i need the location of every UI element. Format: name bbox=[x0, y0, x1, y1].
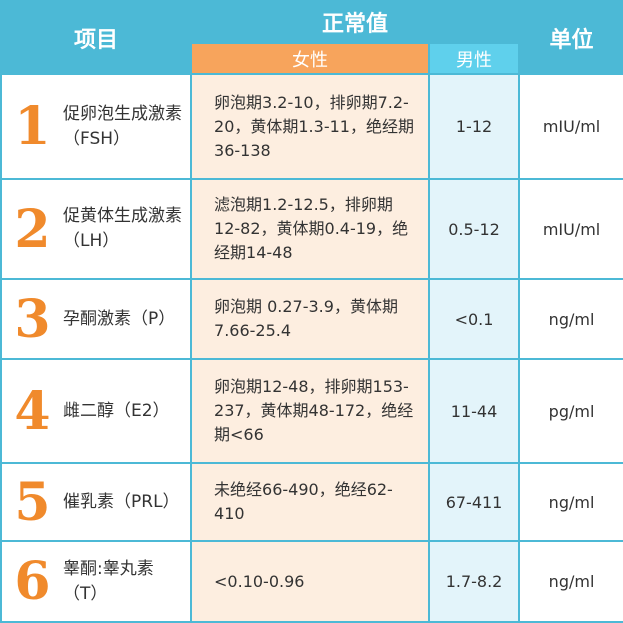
row-number: 3 bbox=[0, 278, 63, 360]
unit: mIU/ml bbox=[518, 178, 623, 280]
hormone-name: 促黄体生成激素（LH） bbox=[63, 178, 193, 280]
table-row: 6 睾酮:睾丸素（T） <0.10-0.96 1.7-8.2 ng/ml bbox=[0, 540, 623, 623]
hormone-name: 雌二醇（E2） bbox=[63, 358, 193, 464]
row-number: 5 bbox=[0, 462, 63, 542]
female-range: <0.10-0.96 bbox=[190, 540, 431, 623]
row-number: 4 bbox=[0, 358, 63, 464]
header-male: 男性 bbox=[428, 42, 521, 75]
table-row: 4 雌二醇（E2） 卵泡期12-48，排卵期153-237，黄体期48-172，绝经… bbox=[0, 358, 623, 464]
table-body: 1 促卵泡生成激素（FSH） 卵泡期3.2-10，排卵期7.2-20，黄体期1.3-… bbox=[0, 73, 623, 623]
female-range: 卵泡期3.2-10，排卵期7.2-20，黄体期1.3-11，绝经期36-138 bbox=[190, 73, 431, 180]
male-range: 67-411 bbox=[428, 462, 521, 542]
male-range: <0.1 bbox=[428, 278, 521, 360]
unit: ng/ml bbox=[518, 540, 623, 623]
female-range: 卵泡期 0.27-3.9，黄体期 7.66-25.4 bbox=[190, 278, 431, 360]
table-row: 2 促黄体生成激素（LH） 滤泡期1.2-12.5，排卵期12-82，黄体期0.4-… bbox=[0, 178, 623, 280]
hormone-name: 睾酮:睾丸素（T） bbox=[63, 540, 193, 623]
female-range: 滤泡期1.2-12.5，排卵期12-82，黄体期0.4-19，绝经期14-48 bbox=[190, 178, 431, 280]
header-female: 女性 bbox=[190, 42, 431, 75]
female-range: 未绝经66-490，绝经62-410 bbox=[190, 462, 431, 542]
hormone-name: 促卵泡生成激素（FSH） bbox=[63, 73, 193, 180]
male-range: 11-44 bbox=[428, 358, 521, 464]
row-number: 2 bbox=[0, 178, 63, 280]
row-number: 1 bbox=[0, 73, 63, 180]
unit: ng/ml bbox=[518, 278, 623, 360]
header-unit: 单位 bbox=[518, 0, 623, 75]
male-range: 0.5-12 bbox=[428, 178, 521, 280]
header-row: 项目 正常值 单位 bbox=[0, 0, 623, 75]
unit: pg/ml bbox=[518, 358, 623, 464]
header-item: 项目 bbox=[0, 0, 193, 75]
unit: ng/ml bbox=[518, 462, 623, 542]
row-number: 6 bbox=[0, 540, 63, 623]
header-normal: 正常值 bbox=[190, 0, 521, 44]
table-row: 5 催乳素（PRL） 未绝经66-490，绝经62-410 67-411 ng/ml bbox=[0, 462, 623, 542]
male-range: 1.7-8.2 bbox=[428, 540, 521, 623]
female-range: 卵泡期12-48，排卵期153-237，黄体期48-172，绝经期<66 bbox=[190, 358, 431, 464]
table-row: 1 促卵泡生成激素（FSH） 卵泡期3.2-10，排卵期7.2-20，黄体期1.3-… bbox=[0, 73, 623, 180]
unit: mIU/ml bbox=[518, 73, 623, 180]
table-row: 3 孕酮激素（P） 卵泡期 0.27-3.9，黄体期 7.66-25.4 <0.1 ng… bbox=[0, 278, 623, 360]
hormone-name: 孕酮激素（P） bbox=[63, 278, 193, 360]
hormone-name: 催乳素（PRL） bbox=[63, 462, 193, 542]
subheader-row: 女性 男性 bbox=[1, 42, 623, 75]
male-range: 1-12 bbox=[428, 73, 521, 180]
